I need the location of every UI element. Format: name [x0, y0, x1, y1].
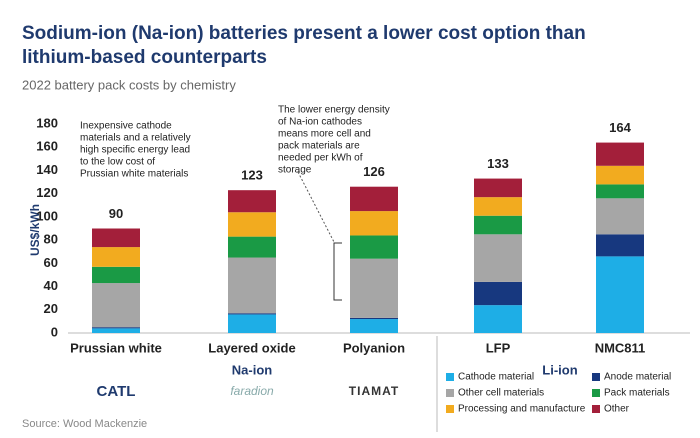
subtitle: 2022 battery pack costs by chemistry	[22, 77, 236, 92]
logo: TIAMAT	[349, 384, 399, 398]
legend-label: Processing and manufacture	[458, 404, 586, 415]
annotation-bracket	[333, 242, 342, 301]
logo: CATL	[97, 383, 136, 400]
bar-segment	[474, 305, 522, 333]
bar-segment	[474, 178, 522, 198]
bar-segment	[596, 256, 644, 333]
x-tick-label: LFP	[486, 340, 511, 355]
annotation-leader	[297, 171, 335, 243]
bar-segment	[228, 314, 276, 333]
annotation: to the low cost of	[80, 157, 155, 168]
logo: faradion	[230, 384, 274, 398]
total-label: 123	[241, 168, 263, 183]
y-tick-label: 60	[44, 255, 58, 270]
bar-segment	[228, 257, 276, 314]
annotation: needed per kWh of	[278, 153, 363, 164]
bar-segment	[350, 186, 398, 212]
y-axis-label: US$/kWh	[28, 204, 42, 256]
bar-segment	[596, 184, 644, 199]
bar-segment	[596, 165, 644, 185]
annotation: pack materials are	[278, 141, 360, 152]
group-label: Li-ion	[542, 362, 577, 377]
bar-segment	[596, 234, 644, 257]
bar-segment	[350, 319, 398, 333]
annotation: materials and a relatively	[80, 133, 191, 144]
legend-swatch	[446, 373, 454, 381]
y-tick-label: 80	[44, 232, 58, 247]
bar-segment	[350, 317, 398, 320]
bar-segment	[228, 236, 276, 258]
total-label: 133	[487, 156, 509, 171]
bar-segment	[228, 313, 276, 315]
y-tick-label: 0	[51, 324, 58, 339]
annotation: Prussian white materials	[80, 169, 188, 180]
y-tick-label: 160	[36, 139, 58, 154]
y-tick-label: 140	[36, 162, 58, 177]
bar-segment	[228, 190, 276, 213]
total-label: 90	[109, 206, 123, 221]
legend-swatch	[446, 405, 454, 413]
annotation: of Na-ion cathodes	[278, 117, 362, 128]
annotation: The lower energy density	[278, 105, 390, 116]
bar-segment	[350, 211, 398, 236]
legend-swatch	[592, 373, 600, 381]
y-tick-label: 40	[44, 278, 58, 293]
y-tick-label: 120	[36, 185, 58, 200]
y-tick-label: 180	[36, 115, 58, 130]
bar-segment	[92, 283, 140, 328]
legend-label: Other cell materials	[458, 388, 544, 399]
legend-label: Other	[604, 404, 630, 415]
legend-label: Cathode material	[458, 372, 534, 383]
y-tick-label: 20	[44, 301, 58, 316]
bar-segment	[474, 215, 522, 235]
source: Source: Wood Mackenzie	[22, 418, 147, 430]
bar-segment	[474, 281, 522, 306]
bar-segment	[350, 258, 398, 318]
legend-swatch	[592, 405, 600, 413]
chart-title: lithium-based counterparts	[22, 47, 267, 68]
annotation: storage	[278, 165, 312, 176]
bar-segment	[92, 266, 140, 284]
annotation: means more cell and	[278, 129, 371, 140]
total-label: 164	[609, 120, 631, 135]
bar-segment	[92, 328, 140, 333]
x-tick-label: Layered oxide	[208, 340, 295, 355]
bar-segment	[92, 327, 140, 329]
chart-title: Sodium-ion (Na-ion) batteries present a …	[22, 23, 586, 44]
bar-segment	[596, 198, 644, 235]
legend-swatch	[446, 389, 454, 397]
bar-segment	[92, 247, 140, 267]
x-tick-label: Polyanion	[343, 340, 405, 355]
bar-segment	[474, 197, 522, 216]
bar-segment	[474, 234, 522, 282]
annotation: high specific energy lead	[80, 145, 190, 156]
bar-segment	[228, 212, 276, 237]
bar-segment	[596, 142, 644, 166]
x-tick-label: NMC811	[595, 340, 646, 355]
legend-swatch	[592, 389, 600, 397]
bar-segment	[350, 235, 398, 259]
annotation: Inexpensive cathode	[80, 121, 172, 132]
legend-label: Anode material	[604, 372, 671, 383]
legend-label: Pack materials	[604, 388, 670, 399]
group-label: Na-ion	[232, 362, 273, 377]
x-tick-label: Prussian white	[70, 340, 162, 355]
total-label: 126	[363, 164, 385, 179]
y-tick-label: 100	[36, 208, 58, 223]
bar-segment	[92, 228, 140, 248]
